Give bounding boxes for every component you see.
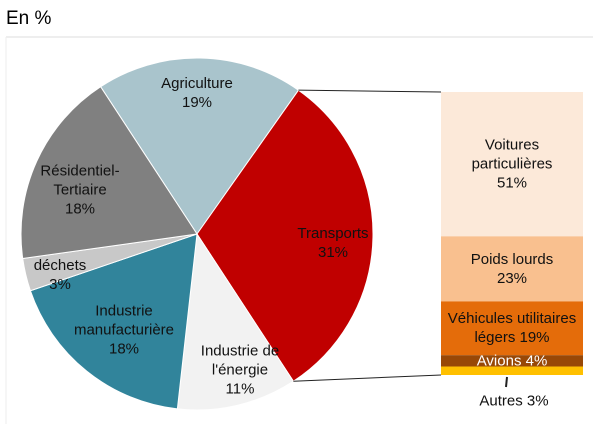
connector xyxy=(298,89,442,93)
category-label: Transports xyxy=(297,225,369,242)
data-label: Industrie manufacturière 18% xyxy=(59,302,189,359)
data-label: Poids lourds 23% xyxy=(457,250,567,288)
value-label: 51% xyxy=(496,174,528,192)
data-label: déchets 3% xyxy=(30,256,90,294)
category-label: Avions xyxy=(476,352,522,370)
category-label: Agriculture xyxy=(161,75,233,92)
bar-segment xyxy=(441,366,583,375)
leader xyxy=(505,376,508,388)
category-label: Industrie manufacturière xyxy=(73,302,175,339)
category-label: Voitures particulières xyxy=(471,136,553,173)
bar-segment xyxy=(441,236,583,302)
category-label: Résidentiel-Tertiaire xyxy=(40,162,120,199)
connector xyxy=(293,374,442,382)
value-label: 3% xyxy=(526,392,549,410)
value-label: 18% xyxy=(108,340,140,358)
data-label: Transports 31% xyxy=(283,224,383,262)
category-label: Industrie de l'énergie xyxy=(200,342,280,379)
value-label: 11% xyxy=(225,380,255,398)
bar-segment xyxy=(441,301,583,356)
value-label: 18% xyxy=(64,200,96,218)
value-label: 19% xyxy=(181,94,213,111)
data-label: Véhicules utilitaires légers 19% xyxy=(440,309,585,347)
chart-title: En % xyxy=(6,8,52,29)
category-label: déchets xyxy=(33,257,87,274)
category-label: Poids lourds xyxy=(470,250,554,268)
bar-segment xyxy=(441,355,583,367)
pie-slice xyxy=(20,86,198,260)
pie-slice xyxy=(196,89,374,382)
pie-slice xyxy=(29,233,198,410)
value-label: 23% xyxy=(496,269,528,287)
bar-segment xyxy=(441,92,583,237)
value-label: 4% xyxy=(525,352,548,370)
pie-slice xyxy=(99,57,300,235)
data-label: Avions 4% xyxy=(457,351,567,370)
data-label: Autres 3% xyxy=(464,392,564,411)
pie-slice xyxy=(176,232,295,411)
data-label: Agriculture 19% xyxy=(137,74,257,112)
category-label: Autres xyxy=(479,392,523,410)
data-label: Voitures particulières 51% xyxy=(452,136,572,193)
data-label: Industrie de l'énergie 11% xyxy=(193,342,288,399)
category-label: Véhicules utilitaires légers xyxy=(447,310,577,347)
value-label: 3% xyxy=(49,276,71,293)
value-label: 19% xyxy=(519,329,550,347)
data-label: Résidentiel-Tertiaire 18% xyxy=(25,162,135,219)
value-label: 31% xyxy=(317,244,349,261)
